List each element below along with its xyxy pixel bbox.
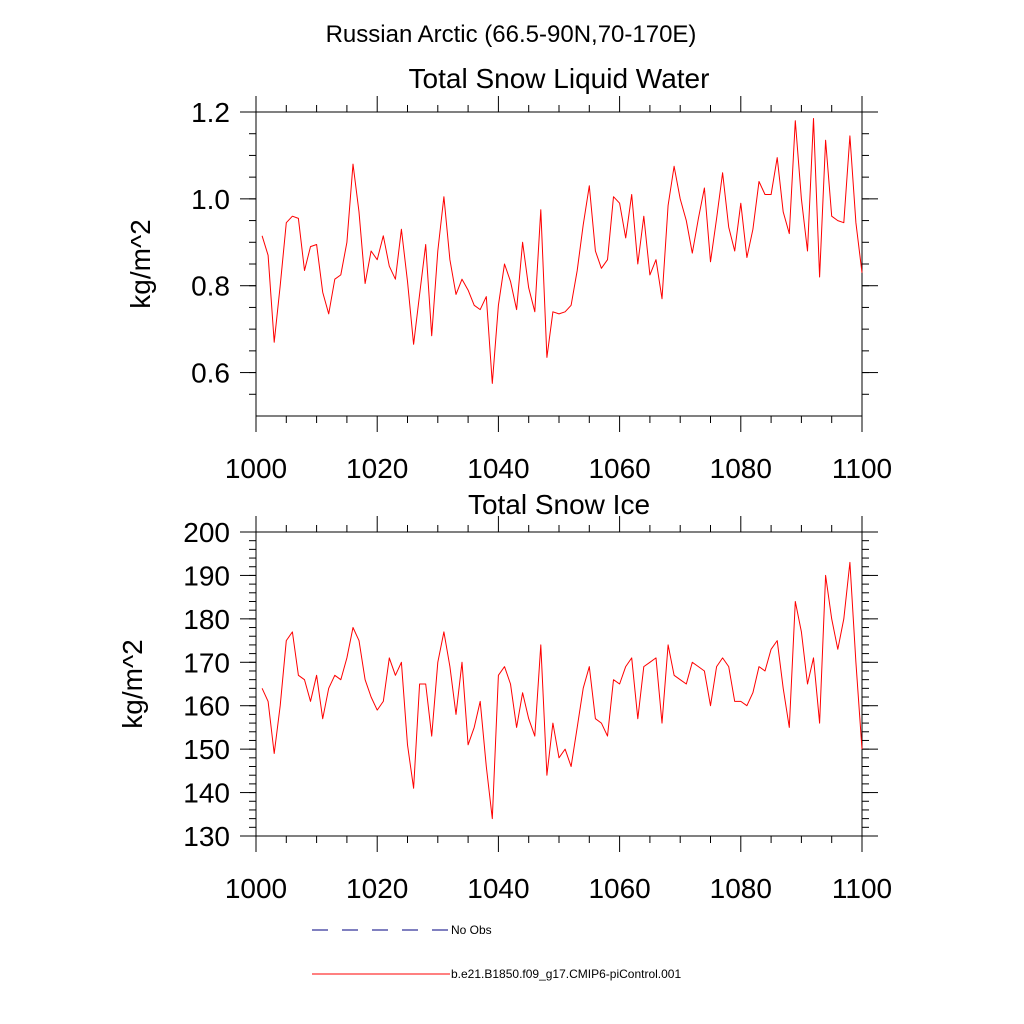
legend: No Obs b.e21.B1850.f09_g17.CMIP6-piContr… <box>312 923 681 981</box>
y-tick-label: 190 <box>183 560 230 591</box>
x-tick-label: 1040 <box>467 873 529 904</box>
series-line <box>261 118 863 384</box>
plot-frame <box>255 111 863 417</box>
x-tick-label: 1080 <box>710 873 772 904</box>
x-tick-label: 1060 <box>588 873 650 904</box>
y-tick-label: 140 <box>183 778 230 809</box>
x-tick-label: 1100 <box>832 873 892 904</box>
y-axis-label: kg/m^2 <box>117 639 148 728</box>
y-tick-label: 170 <box>183 647 230 678</box>
x-tick-label: 1000 <box>225 453 287 484</box>
y-tick-label: 160 <box>183 691 230 722</box>
x-tick-label: 1020 <box>346 453 408 484</box>
y-tick-label: 1.2 <box>191 97 230 128</box>
y-tick-label: 1.0 <box>191 184 230 215</box>
panel-total-snow-liquid-water: Total Snow Liquid Water 1000 1020 1040 1060 1… <box>125 63 892 484</box>
legend-label-no-obs: No Obs <box>451 923 492 937</box>
page-title: Russian Arctic (66.5-90N,70-170E) <box>326 21 697 48</box>
x-tick-label: 1080 <box>710 453 772 484</box>
y-tick-label: 150 <box>183 734 230 765</box>
series-line <box>261 561 863 820</box>
x-tick-label: 1060 <box>588 453 650 484</box>
y-axis-label: kg/m^2 <box>125 219 156 308</box>
legend-label-control-run: b.e21.B1850.f09_g17.CMIP6-piControl.001 <box>451 967 681 981</box>
x-tick-label: 1000 <box>225 873 287 904</box>
y-tick-label: 200 <box>183 517 230 548</box>
panel-total-snow-ice: Total Snow Ice 1000 1020 1040 1060 1080 1100 13… <box>117 489 892 904</box>
chart-title: Total Snow Liquid Water <box>409 63 710 94</box>
x-tick-label: 1100 <box>832 453 892 484</box>
y-tick-label: 180 <box>183 604 230 635</box>
x-tick-label: 1020 <box>346 873 408 904</box>
x-tick-label: 1040 <box>467 453 529 484</box>
chart-title: Total Snow Ice <box>468 489 650 520</box>
plot-frame <box>255 531 863 837</box>
y-tick-label: 0.6 <box>191 358 230 389</box>
y-tick-label: 130 <box>183 821 230 852</box>
y-tick-label: 0.8 <box>191 271 230 302</box>
